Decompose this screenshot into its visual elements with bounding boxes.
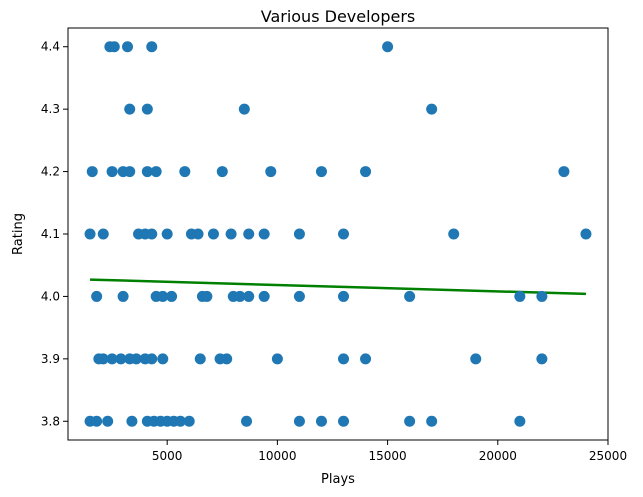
data-point <box>194 353 206 365</box>
data-point <box>536 353 548 365</box>
data-point <box>161 228 173 240</box>
data-point <box>179 166 191 178</box>
data-point <box>382 41 394 53</box>
data-point <box>91 290 103 302</box>
data-point <box>234 290 246 302</box>
x-tick-label: 20000 <box>479 449 517 463</box>
data-point <box>293 415 305 427</box>
scatter-points <box>84 41 592 427</box>
data-point <box>102 415 114 427</box>
y-tick-label: 4.0 <box>41 289 60 303</box>
data-point <box>174 415 186 427</box>
data-point <box>514 290 526 302</box>
data-point <box>426 415 438 427</box>
y-tick-label: 3.8 <box>41 414 60 428</box>
data-point <box>293 228 305 240</box>
data-point <box>243 290 255 302</box>
data-point <box>221 353 233 365</box>
data-point <box>426 103 438 115</box>
data-point <box>293 290 305 302</box>
data-point <box>360 353 372 365</box>
data-point <box>192 228 204 240</box>
data-point <box>146 228 158 240</box>
data-point <box>315 166 327 178</box>
trend-line <box>90 278 586 296</box>
x-tick-label: 15000 <box>368 449 406 463</box>
y-tick-label: 3.9 <box>41 352 60 366</box>
data-point <box>106 166 118 178</box>
data-point <box>265 166 277 178</box>
data-point <box>243 228 255 240</box>
data-point <box>150 166 162 178</box>
data-point <box>183 415 195 427</box>
data-point <box>86 166 98 178</box>
data-point <box>146 41 158 53</box>
data-point <box>141 166 153 178</box>
data-point <box>122 41 134 53</box>
y-axis-ticks: 3.8 3.9 4.0 4.1 4.2 4.3 4.4 <box>41 40 68 428</box>
x-tick-label: 25000 <box>589 449 627 463</box>
y-tick-label: 4.3 <box>41 102 60 116</box>
data-point <box>201 290 213 302</box>
y-tick-label: 4.2 <box>41 165 60 179</box>
data-point <box>470 353 482 365</box>
data-point <box>241 415 253 427</box>
data-point <box>338 353 350 365</box>
y-tick-label: 4.4 <box>41 40 60 54</box>
data-point <box>124 103 136 115</box>
data-point <box>315 415 327 427</box>
data-point <box>126 415 138 427</box>
data-point <box>238 103 250 115</box>
x-tick-label: 5000 <box>152 449 183 463</box>
chart-title: Various Developers <box>261 7 416 26</box>
data-point <box>258 290 270 302</box>
data-point <box>225 228 237 240</box>
data-point <box>108 41 120 53</box>
x-axis-ticks: 5000 10000 15000 20000 25000 <box>152 440 627 463</box>
data-point <box>536 290 548 302</box>
data-point <box>146 353 158 365</box>
data-point <box>580 228 592 240</box>
data-point <box>117 290 129 302</box>
data-point <box>448 228 460 240</box>
data-point <box>91 415 103 427</box>
data-point <box>338 415 350 427</box>
x-tick-label: 10000 <box>258 449 296 463</box>
data-point <box>360 166 372 178</box>
data-point <box>141 103 153 115</box>
data-point <box>97 228 109 240</box>
data-point <box>558 166 570 178</box>
data-point <box>514 415 526 427</box>
data-point <box>157 290 169 302</box>
data-point <box>338 228 350 240</box>
data-point <box>216 166 228 178</box>
data-point <box>258 228 270 240</box>
x-axis-label: Plays <box>321 472 355 487</box>
data-point <box>404 415 416 427</box>
y-tick-label: 4.1 <box>41 227 60 241</box>
data-point <box>207 228 219 240</box>
data-point <box>404 290 416 302</box>
data-point <box>130 353 142 365</box>
data-point <box>157 353 169 365</box>
data-point <box>271 353 283 365</box>
data-point <box>338 290 350 302</box>
data-point <box>84 228 96 240</box>
y-axis-label: Rating <box>11 213 26 255</box>
data-point <box>97 353 109 365</box>
data-point <box>106 353 118 365</box>
data-point <box>115 353 127 365</box>
data-point <box>124 166 136 178</box>
data-point <box>166 290 178 302</box>
